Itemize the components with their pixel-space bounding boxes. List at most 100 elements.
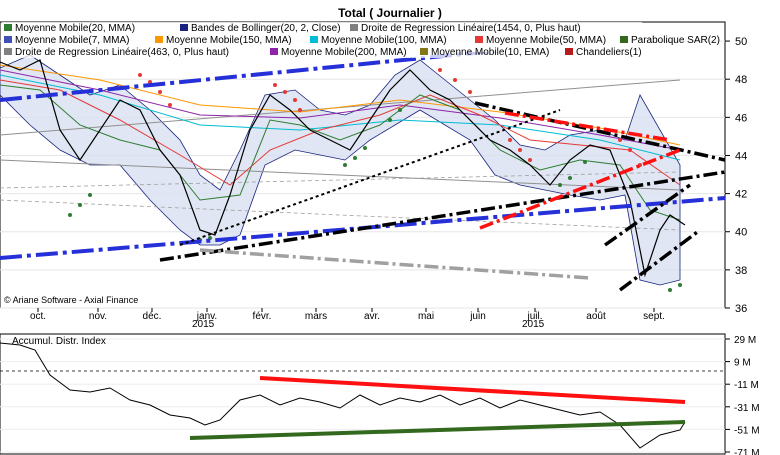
sar-dot — [78, 203, 82, 207]
accumulation-line — [0, 342, 686, 449]
legend-swatch-0 — [4, 24, 12, 31]
sar-dot — [468, 90, 472, 94]
legend-item-4: Moyenne Mobile(150, MMA) — [166, 35, 292, 46]
y-tick-0: 50 — [735, 36, 747, 48]
sar-dot — [353, 156, 357, 160]
x-tick-0: oct. — [30, 311, 46, 322]
sar-dot — [168, 103, 172, 107]
black-trend-4 — [603, 183, 692, 247]
legend-item-7: Parabolique SAR(2) — [631, 35, 720, 46]
x-tick-1: nov. — [89, 311, 107, 322]
y-tick-7: 36 — [735, 303, 747, 315]
sar-dot — [508, 138, 512, 142]
y-tick-4: 42 — [735, 189, 747, 201]
sar-dot — [363, 146, 367, 150]
legend-item-9: Moyenne Mobile(200, MMA) — [281, 47, 407, 58]
indicator-y-tick-5: -71 M — [734, 448, 760, 455]
legend-swatch-4 — [155, 36, 163, 43]
black-trend-3 — [474, 101, 725, 162]
legend-item-2: Droite de Regression Linéaire(1454, 0, P… — [361, 23, 581, 34]
x-axis-tick-labels: oct. nov. déc. janv. févr. mars avr. mai juin jui… — [30, 308, 665, 322]
year-label-2: 2015 — [522, 319, 545, 330]
sar-dot — [138, 73, 142, 77]
mma-20-line — [0, 84, 681, 221]
x-tick-10: août — [586, 311, 606, 322]
sar-dot — [273, 83, 277, 87]
y-tick-6: 38 — [735, 265, 747, 277]
sar-dot — [298, 108, 302, 112]
legend-item-10: Moyenne Mobile(10, EMA) — [431, 47, 549, 58]
red-trend-indicator — [259, 376, 686, 404]
chart-title: Total ( Journalier ) — [338, 6, 442, 20]
legend-swatch-9 — [270, 48, 278, 55]
legend-item-11: Chandeliers(1) — [576, 47, 642, 58]
legend-swatch-7 — [620, 36, 628, 43]
sar-dot — [518, 148, 522, 152]
legend-swatch-10 — [420, 48, 428, 55]
sar-dot — [618, 138, 622, 142]
indicator-y-tick-2: -11 M — [734, 380, 759, 391]
indicator-gridlines — [0, 338, 725, 453]
x-tick-9: juil. — [526, 311, 542, 322]
x-tick-3: janv. — [196, 311, 217, 322]
y-tick-3: 44 — [735, 150, 747, 162]
sar-dot — [568, 176, 572, 180]
legend-swatch-11 — [565, 48, 573, 55]
sar-dot — [283, 90, 287, 94]
mma-200-line — [0, 69, 681, 151]
x-tick-11: sept. — [643, 311, 665, 322]
x-tick-7: mai — [418, 311, 434, 322]
year-label-1: 2015 — [192, 319, 215, 330]
sar-dot — [148, 80, 152, 84]
legend: Moyenne Mobile(20, MMA) Bandes de Bolling… — [4, 23, 720, 58]
sar-dot — [88, 193, 92, 197]
sar-dot — [293, 98, 297, 102]
sar-dot — [528, 158, 532, 162]
y-tick-5: 40 — [735, 227, 747, 239]
legend-item-1: Bandes de Bollinger(20, 2, Close) — [191, 23, 341, 34]
legend-item-0: Moyenne Mobile(20, MMA) — [15, 23, 135, 34]
sar-dot — [583, 160, 587, 164]
x-tick-6: avr. — [364, 311, 380, 322]
legend-swatch-2 — [350, 24, 358, 31]
black-trend-5 — [618, 228, 702, 292]
x-tick-5: mars — [305, 311, 327, 322]
x-tick-4: févr. — [253, 311, 272, 322]
sar-dot — [453, 78, 457, 82]
legend-swatch-8 — [4, 48, 12, 55]
sar-dot — [668, 288, 672, 292]
x-tick-8: juin — [469, 311, 486, 322]
bollinger-band — [0, 54, 681, 286]
red-trend-1 — [479, 148, 681, 230]
legend-item-8: Droite de Regression Linéaire(463, 0, Pl… — [15, 47, 229, 58]
y-tick-2: 46 — [735, 112, 747, 124]
x-tick-2: déc. — [143, 311, 162, 322]
mma-50-line — [0, 79, 681, 186]
regression-line-463 — [0, 159, 681, 191]
indicator-y-tick-0: 29 M — [734, 335, 756, 346]
indicator-y-tick-1: 9 M — [734, 358, 751, 369]
mma-100-line — [0, 74, 681, 161]
price-line — [0, 59, 686, 278]
red-trend-2 — [504, 111, 671, 142]
sar-dot — [628, 148, 632, 152]
sar-dot — [678, 283, 682, 287]
sar-dot — [438, 68, 442, 72]
indicator-plot-area — [0, 342, 725, 449]
indicator-y-tick-4: -51 M — [734, 425, 760, 436]
indicator-title: Accumul. Distr. Index — [12, 336, 106, 347]
black-trend-2 — [179, 109, 561, 246]
parabolic-sar-dots — [68, 68, 682, 292]
legend-item-5: Moyenne Mobile(100, MMA) — [321, 35, 447, 46]
legend-item-3: Moyenne Mobile(7, MMA) — [15, 35, 129, 46]
main-plot-area — [0, 52, 725, 292]
indicator-y-axis-tick-labels: 29 M 9 M -11 M -31 M -51 M -71 M — [725, 335, 760, 455]
black-trend-1 — [159, 170, 725, 262]
indicator-panel — [0, 333, 726, 455]
blue-trend-upper — [0, 52, 505, 102]
sar-dot — [388, 118, 392, 122]
sar-dot — [558, 183, 562, 187]
sar-dot — [158, 90, 162, 94]
sar-dot — [343, 163, 347, 167]
